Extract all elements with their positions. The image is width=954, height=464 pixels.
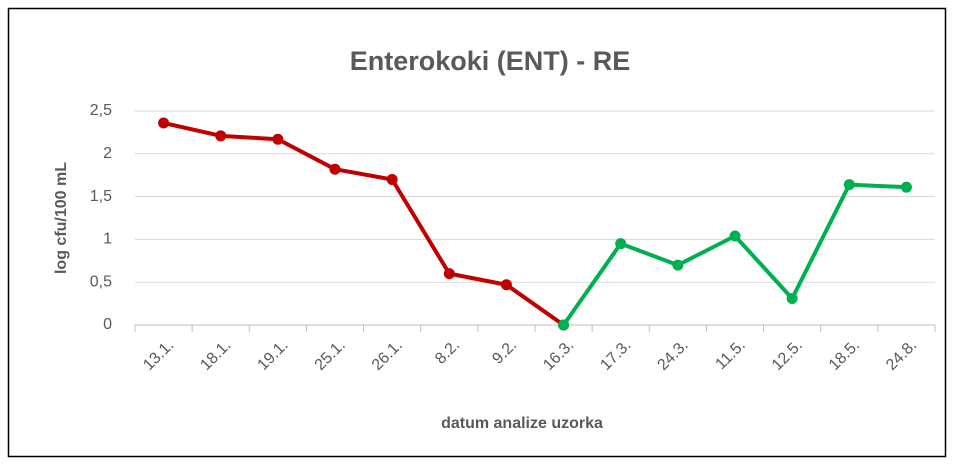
data-point	[615, 238, 627, 250]
y-tick-label: 1	[103, 231, 112, 248]
data-point	[672, 259, 684, 271]
data-point	[272, 133, 284, 145]
y-tick-label: 0,5	[90, 273, 112, 290]
data-point	[729, 230, 741, 242]
y-tick-label: 2,5	[90, 102, 112, 119]
data-point	[786, 292, 798, 304]
data-point	[558, 319, 570, 331]
x-axis-label: datum analize uzorka	[441, 415, 603, 432]
series-line	[163, 121, 565, 327]
data-point	[843, 179, 855, 191]
y-tick-label: 1,5	[90, 188, 112, 205]
y-tick-label: 0	[103, 316, 112, 333]
chart-title: Enterokoki (ENT) - RE	[350, 46, 631, 76]
data-point	[443, 268, 455, 280]
y-tick-label: 2	[103, 145, 112, 162]
chart-border	[7, 7, 947, 458]
y-axis-label: log cfu/100 mL	[53, 162, 70, 274]
data-point	[500, 279, 512, 291]
data-point	[215, 130, 227, 142]
data-point	[329, 163, 341, 175]
data-point	[386, 173, 398, 185]
data-point	[158, 117, 170, 129]
data-point	[900, 181, 912, 193]
